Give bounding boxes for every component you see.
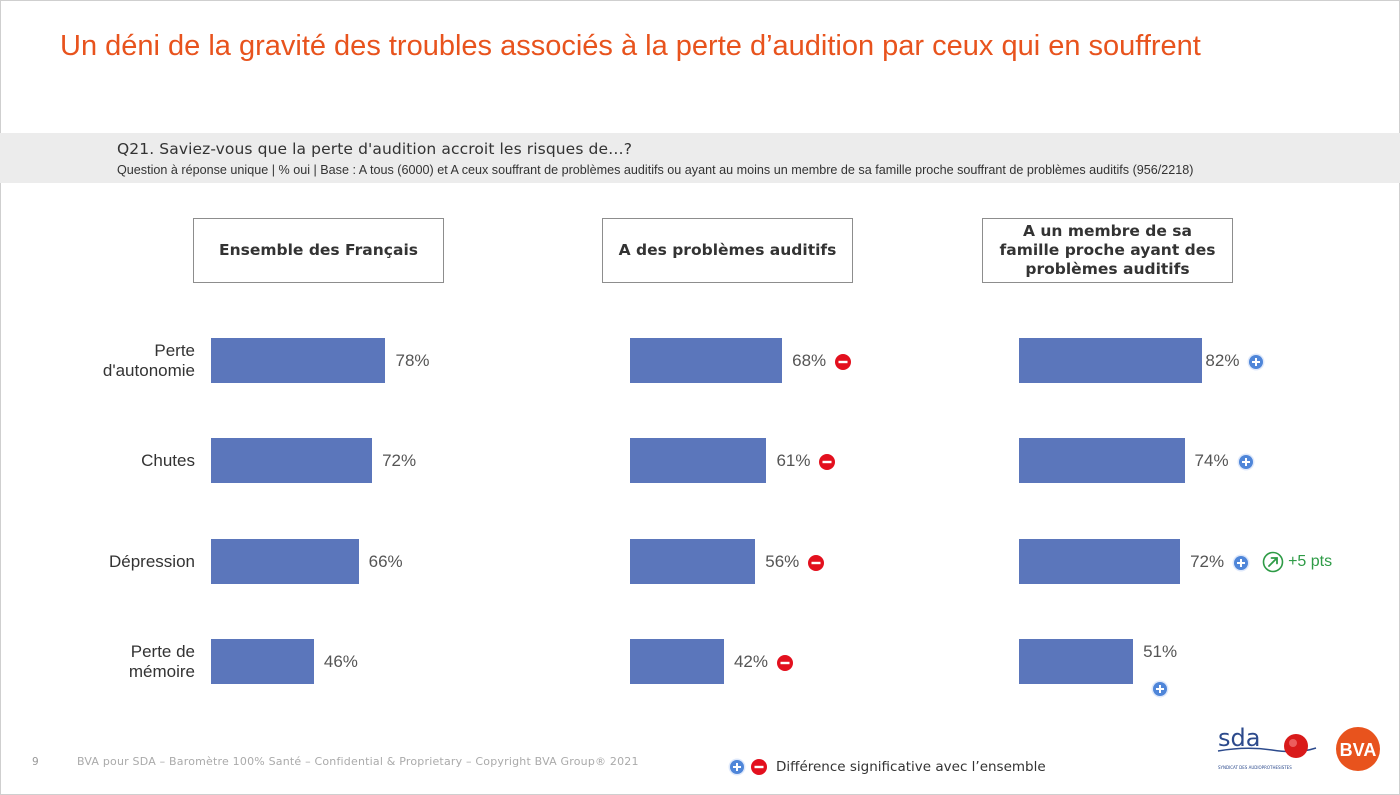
bar (1019, 438, 1185, 483)
panel-header-ensemble: Ensemble des Français (193, 218, 444, 283)
value-label: 56% (765, 551, 800, 571)
value-label: 66% (368, 551, 403, 571)
row-label: Perte d'autonomie (102, 340, 195, 380)
sda-logo-text: sda (1218, 724, 1260, 752)
legend-label: Différence significative avec l’ensemble (776, 759, 1046, 775)
minus-circle-icon (751, 759, 767, 775)
question-band (0, 133, 1400, 183)
value-label: 46% (323, 651, 358, 671)
bva-logo: BVA (1336, 727, 1380, 771)
value-label: 82% (1205, 350, 1240, 370)
question-subtext: Question à réponse unique | % oui | Base… (117, 163, 1194, 177)
row-label: Dépression (109, 551, 195, 571)
bar (211, 438, 373, 483)
plus-circle-icon (1247, 353, 1265, 370)
bar (211, 639, 314, 684)
question-text: Q21. Saviez-vous que la perte d'audition… (117, 140, 633, 158)
row-label: Chutes (141, 450, 195, 470)
value-label: 51% (1143, 642, 1178, 661)
bar (630, 639, 724, 684)
value-label: 42% (733, 651, 768, 671)
bar (1019, 639, 1134, 684)
value-label: 72% (1190, 551, 1225, 571)
value-label: 61% (776, 450, 811, 470)
trend-annotation-text: +5 pts (1288, 552, 1333, 570)
bar (211, 338, 386, 383)
value-label: 72% (382, 450, 417, 470)
value-label: 78% (395, 350, 430, 370)
plus-circle-icon (1232, 554, 1250, 571)
trend-up-icon (1262, 551, 1284, 572)
plus-circle-icon (728, 758, 746, 776)
sda-logo-subtitle: SYNDICAT DES AUDIOPROTHESISTES (1218, 765, 1292, 770)
significance-legend: Différence significative avec l’ensemble (728, 758, 1046, 776)
row-label: Perte de mémoire (128, 641, 195, 681)
slide-title: Un déni de la gravité des troubles assoc… (60, 30, 1201, 62)
minus-circle-icon (819, 453, 836, 470)
bar (630, 539, 756, 584)
bar (1019, 539, 1181, 584)
minus-circle-icon (808, 554, 825, 571)
panel-header-problemes-auditifs: A des problèmes auditifs (602, 218, 853, 283)
value-label: 74% (1194, 450, 1229, 470)
bar (1019, 338, 1203, 383)
bar (630, 438, 767, 483)
plus-circle-icon (1151, 680, 1169, 698)
bva-logo-text: BVA (1340, 740, 1377, 760)
plus-circle-icon (1237, 453, 1255, 470)
bar (630, 338, 783, 383)
page-number: 9 (32, 756, 39, 768)
footer-copyright: BVA pour SDA – Baromètre 100% Santé – Co… (77, 755, 639, 768)
minus-circle-icon (776, 654, 793, 671)
trend-annotation: +5 pts (1262, 551, 1332, 573)
value-label: 68% (792, 350, 827, 370)
sda-logo: sda SYNDICAT DES AUDIOPROTHESISTES (1217, 724, 1317, 770)
bar (211, 539, 359, 584)
panel-header-famille: A un membre de sa famille proche ayant d… (982, 218, 1233, 283)
minus-circle-icon (835, 353, 852, 370)
